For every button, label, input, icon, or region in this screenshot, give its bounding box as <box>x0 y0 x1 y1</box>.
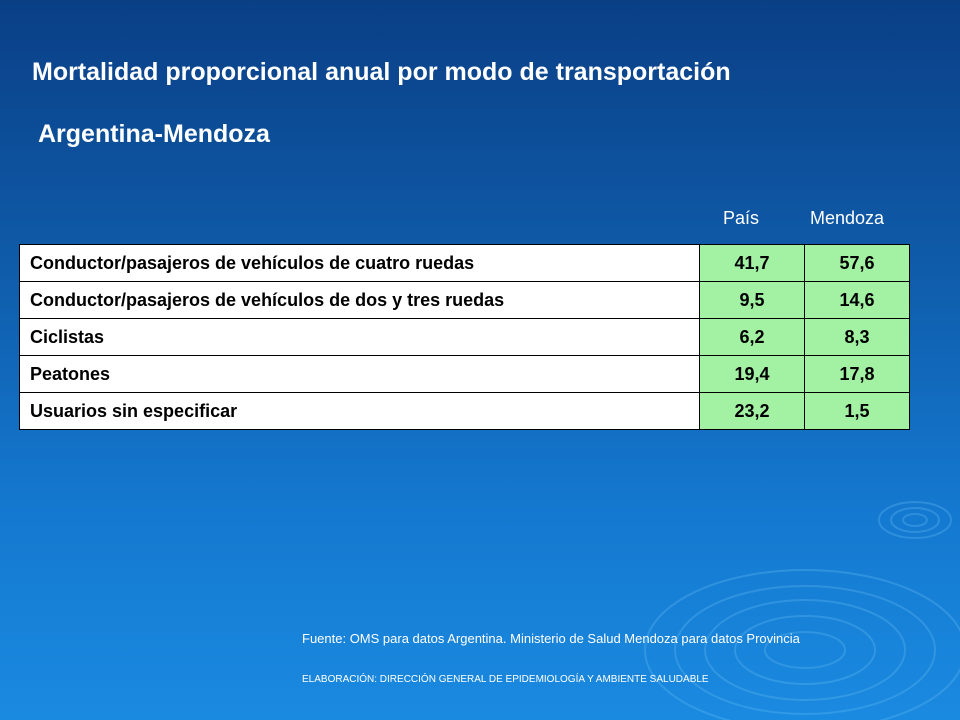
source-note: Fuente: OMS para datos Argentina. Minist… <box>302 631 800 646</box>
value-pais: 41,7 <box>699 244 805 282</box>
row-label: Conductor/pasajeros de vehículos de cuat… <box>19 244 700 282</box>
value-mendoza: 14,6 <box>804 281 910 319</box>
table-row: Peatones 19,4 17,8 <box>19 355 910 393</box>
value-mendoza: 57,6 <box>804 244 910 282</box>
value-pais: 9,5 <box>699 281 805 319</box>
value-pais: 19,4 <box>699 355 805 393</box>
table-row: Usuarios sin especificar 23,2 1,5 <box>19 392 910 430</box>
table-row: Conductor/pasajeros de vehículos de cuat… <box>19 244 910 282</box>
row-label: Ciclistas <box>19 318 700 356</box>
row-label: Usuarios sin especificar <box>19 392 700 430</box>
value-pais: 23,2 <box>699 392 805 430</box>
page-subtitle: Argentina-Mendoza <box>38 120 270 148</box>
mortality-table: Conductor/pasajeros de vehículos de cuat… <box>19 244 910 430</box>
column-header-pais: País <box>723 208 760 228</box>
row-label: Conductor/pasajeros de vehículos de dos … <box>19 281 700 319</box>
page-title: Mortalidad proporcional anual por modo d… <box>32 58 731 86</box>
value-pais: 6,2 <box>699 318 805 356</box>
table-row: Conductor/pasajeros de vehículos de dos … <box>19 281 910 319</box>
credit-note: ELABORACIÓN: DIRECCIÓN GENERAL DE EPIDEM… <box>302 674 709 685</box>
column-header-mendoza: Mendoza <box>810 208 885 228</box>
table-row: Ciclistas 6,2 8,3 <box>19 318 910 356</box>
row-label: Peatones <box>19 355 700 393</box>
value-mendoza: 8,3 <box>804 318 910 356</box>
value-mendoza: 1,5 <box>804 392 910 430</box>
value-mendoza: 17,8 <box>804 355 910 393</box>
